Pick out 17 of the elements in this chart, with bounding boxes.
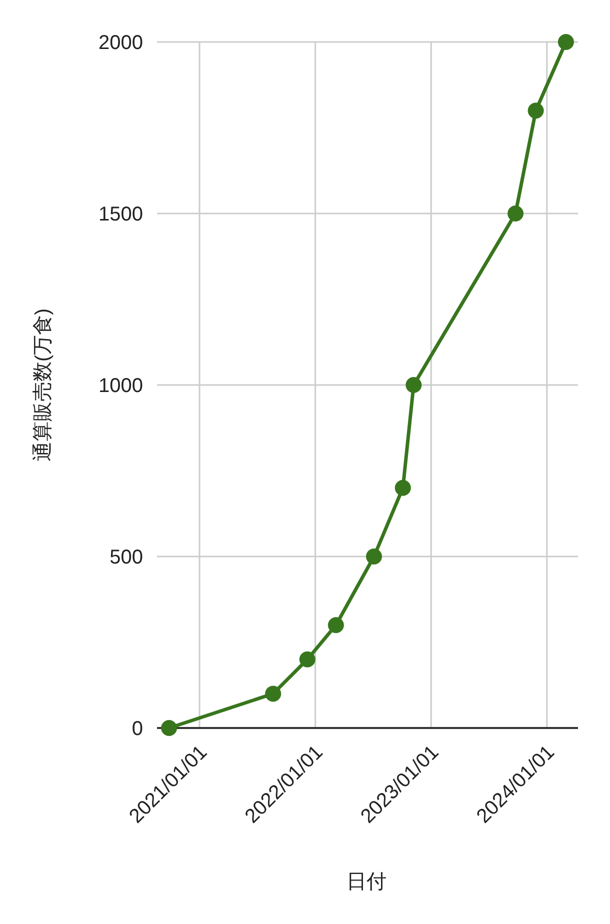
point	[366, 548, 382, 564]
point	[328, 617, 344, 634]
point	[265, 686, 282, 702]
point	[406, 377, 422, 393]
point	[528, 102, 544, 119]
point	[394, 480, 411, 496]
y-axis-title: 通算販売数(万食)	[32, 308, 54, 462]
point	[299, 651, 316, 668]
point	[558, 34, 574, 50]
y-tick-label: 500	[110, 546, 143, 568]
y-tick-label: 0	[132, 718, 143, 740]
y-tick-label: 1500	[98, 204, 143, 226]
y-tick-label: 1000	[98, 375, 143, 397]
x-axis-title: 日付	[346, 871, 386, 893]
point	[161, 720, 178, 736]
point	[508, 206, 524, 222]
y-tick-label: 2000	[98, 32, 143, 54]
